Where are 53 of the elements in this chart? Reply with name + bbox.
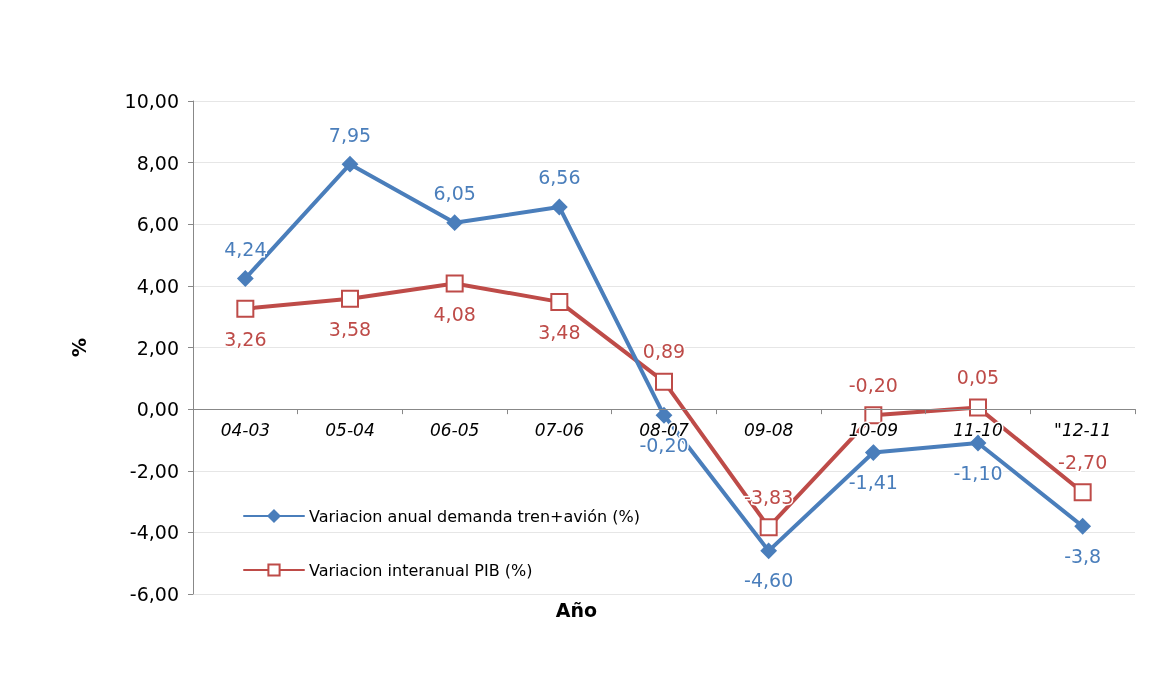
data-label: -1,10 (953, 461, 1003, 484)
point (551, 198, 568, 215)
point (970, 435, 986, 452)
point (342, 156, 358, 173)
data-label: 3,58 (328, 318, 372, 341)
point (759, 518, 778, 537)
legend-label: Variacion anual demanda tren+avión (%) (309, 506, 640, 526)
data-label: 4,08 (433, 302, 476, 325)
point (760, 542, 777, 559)
x-tick-label: 04-03 (220, 419, 271, 440)
data-label: 4,24 (224, 237, 267, 260)
x-axis-title: Año (555, 598, 598, 621)
y-tick-label: 2,00 (136, 336, 179, 359)
x-tick-label: 11-10 (953, 419, 1003, 440)
point (446, 214, 463, 231)
y-tick-label: 6,00 (136, 213, 179, 236)
y-tick-label: -4,00 (129, 521, 179, 544)
point (237, 270, 254, 287)
data-label: -2,70 (1058, 450, 1108, 473)
point (656, 407, 672, 424)
point (445, 274, 464, 293)
point (1073, 483, 1092, 502)
x-tick-label: 05-04 (325, 419, 375, 440)
data-label: -4,60 (744, 569, 794, 592)
data-label: 0,89 (642, 340, 686, 363)
data-label: 6,05 (433, 182, 476, 205)
data-label: 7,95 (328, 123, 372, 146)
y-tick-label: -2,00 (129, 459, 179, 482)
point (550, 292, 569, 311)
point (1074, 518, 1091, 535)
x-tick-label: 06-05 (429, 419, 480, 440)
point (865, 444, 882, 461)
point (236, 299, 255, 318)
data-label: 6,56 (538, 166, 581, 189)
y-tick-label: 8,00 (136, 151, 179, 174)
x-tick-label: 07-06 (534, 419, 585, 440)
data-label: 3,26 (224, 328, 267, 351)
data-label: -0,20 (848, 373, 898, 396)
data-label: 0,05 (956, 366, 1000, 389)
x-tick-label: 09-08 (743, 419, 794, 440)
point (341, 289, 359, 308)
data-label: -1,41 (848, 471, 898, 494)
y-tick-label: -6,00 (129, 583, 179, 605)
y-axis-title: % (67, 337, 90, 358)
data-label: -3,8 (1064, 544, 1102, 567)
y-tick-label: 4,00 (136, 274, 179, 297)
point (655, 372, 673, 391)
y-tick-label: 0,00 (136, 398, 179, 421)
legend-label: Variacion interanual PIB (%) (309, 560, 533, 580)
data-label: 3,48 (538, 321, 581, 344)
x-tick-label: "12-11 (1054, 419, 1112, 440)
point (969, 398, 987, 417)
y-tick-label: 10,00 (124, 90, 179, 112)
